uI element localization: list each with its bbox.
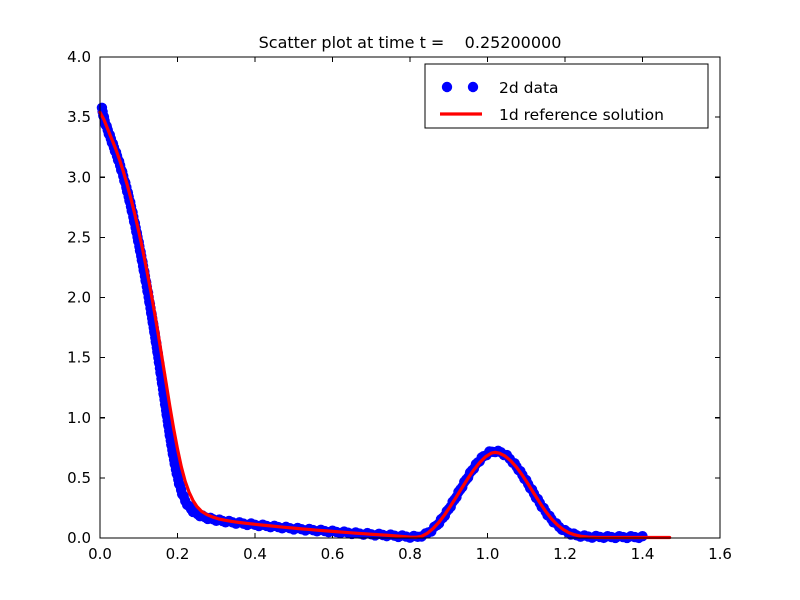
axes-background <box>100 57 720 538</box>
axes-frame <box>99 56 721 539</box>
legend-label-data: 2d data <box>499 79 559 97</box>
legend-marker-icon-a <box>441 81 453 93</box>
legend-background <box>424 63 709 129</box>
page-title: Scatter plot at time t = 0.25200000 <box>259 33 562 52</box>
y-tick-label: 0.5 <box>67 469 91 487</box>
y-tick-label: 1.5 <box>67 349 91 367</box>
y-tick-label: 4.0 <box>67 48 91 66</box>
x-tick-label: 0.8 <box>398 545 422 563</box>
x-tick-label: 1.0 <box>476 545 500 563</box>
reference-line <box>98 110 672 540</box>
y-tick-label: 3.5 <box>67 108 91 126</box>
y-tick-label: 3.0 <box>67 168 91 186</box>
x-tick-label: 0.0 <box>88 545 112 563</box>
legend[interactable]: 2d data 1d reference solution <box>424 63 709 129</box>
y-tick-label: 0.0 <box>67 529 91 547</box>
x-tick-label: 1.2 <box>553 545 577 563</box>
y-tick-label: 2.5 <box>67 228 91 246</box>
y-tick-label: 1.0 <box>67 409 91 427</box>
x-tick-label: 1.4 <box>631 545 655 563</box>
x-tick-label: 1.6 <box>708 545 732 563</box>
axis-ticks: 0.0 0.2 0.4 0.6 0.8 1.0 1.2 1.4 1.6 0.0 0.5 1.0 1.5 2… <box>67 48 732 563</box>
legend-marker-icon-b <box>467 81 479 93</box>
x-tick-label: 0.2 <box>166 545 190 563</box>
y-tick-label: 2.0 <box>67 289 91 307</box>
data-series <box>96 102 672 544</box>
x-tick-label: 0.4 <box>243 545 267 563</box>
x-tick-label: 0.6 <box>321 545 345 563</box>
legend-label-reference: 1d reference solution <box>499 106 664 124</box>
